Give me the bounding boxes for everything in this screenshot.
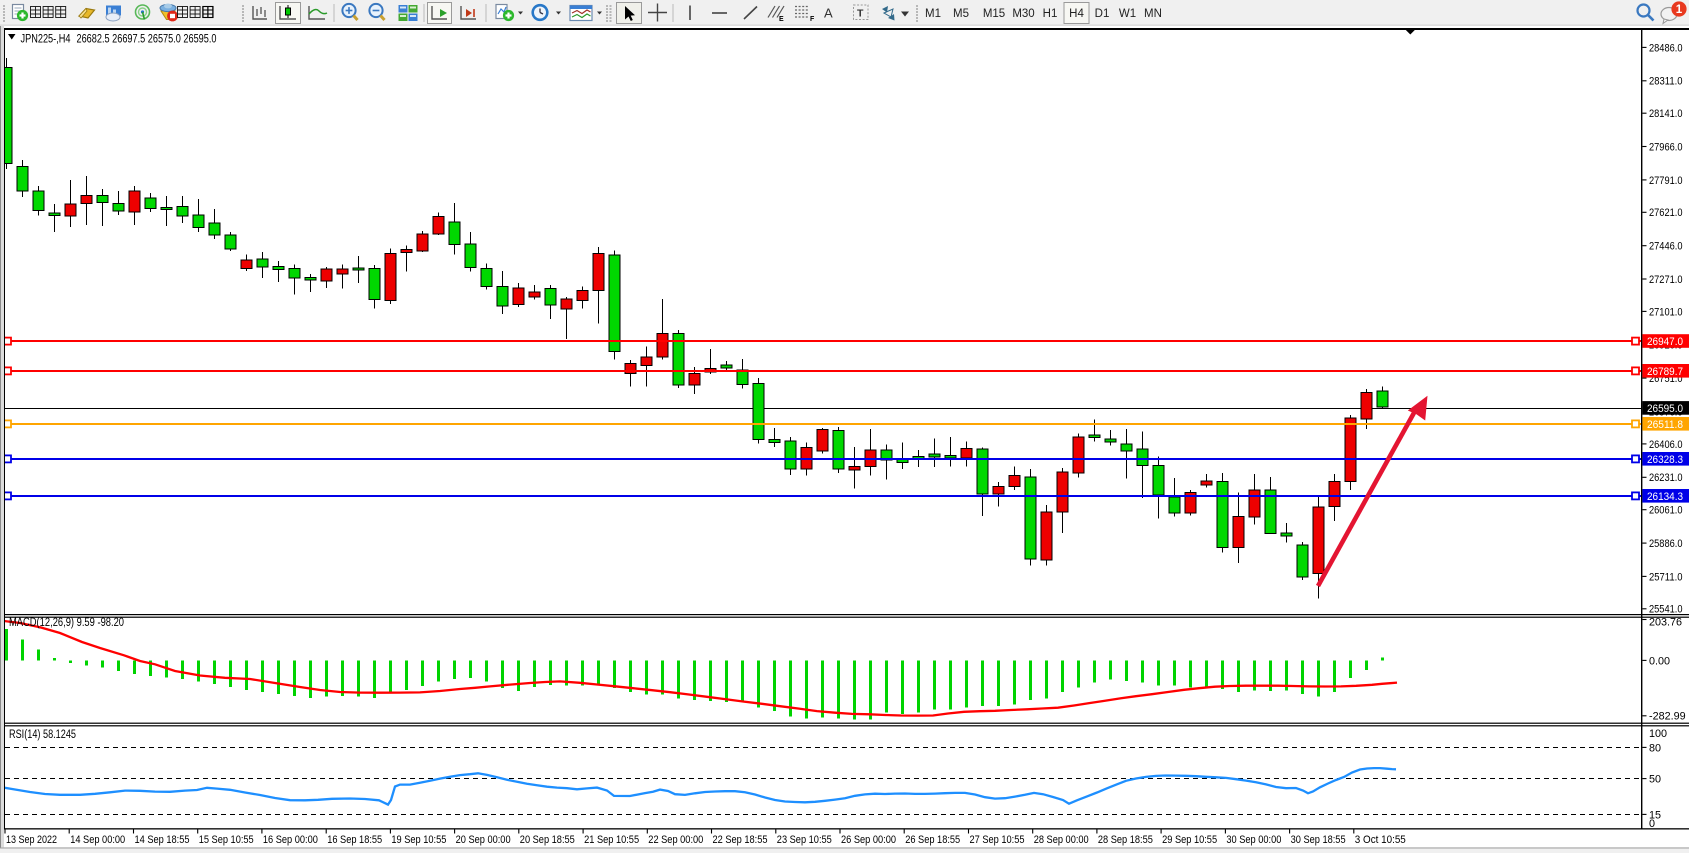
svg-text:RSI(14) 58.1245: RSI(14) 58.1245 — [9, 729, 76, 741]
svg-text:-282.99: -282.99 — [1649, 710, 1686, 722]
svg-text:MN: MN — [1144, 8, 1162, 20]
svg-text:203.76: 203.76 — [1649, 616, 1682, 628]
svg-text:28486.0: 28486.0 — [1649, 42, 1683, 54]
svg-text:14 Sep 18:55: 14 Sep 18:55 — [135, 834, 190, 846]
svg-text:15: 15 — [1649, 809, 1661, 821]
svg-text:25541.0: 25541.0 — [1649, 604, 1683, 616]
svg-text:26 Sep 00:00: 26 Sep 00:00 — [841, 834, 896, 846]
svg-text:28 Sep 18:55: 28 Sep 18:55 — [1098, 834, 1153, 846]
svg-text:16 Sep 18:55: 16 Sep 18:55 — [327, 834, 382, 846]
svg-text:27966.0: 27966.0 — [1649, 141, 1683, 153]
svg-text:50: 50 — [1649, 774, 1661, 786]
svg-text:26595.0: 26595.0 — [1647, 403, 1683, 415]
svg-text:JPN225-,H4: JPN225-,H4 — [21, 34, 71, 46]
svg-text:16 Sep 00:00: 16 Sep 00:00 — [263, 834, 318, 846]
svg-text:H1: H1 — [1043, 8, 1058, 20]
svg-text:27446.0: 27446.0 — [1649, 241, 1683, 253]
svg-text:M30: M30 — [1012, 8, 1034, 20]
svg-text:T: T — [857, 8, 864, 20]
svg-text:E: E — [779, 16, 784, 23]
svg-text:25711.0: 25711.0 — [1649, 571, 1683, 583]
svg-text:25886.0: 25886.0 — [1649, 538, 1683, 550]
svg-text:H4: H4 — [1069, 8, 1084, 20]
svg-text:D1: D1 — [1095, 8, 1110, 20]
svg-text:26231.0: 26231.0 — [1649, 472, 1683, 484]
svg-text:W1: W1 — [1119, 8, 1136, 20]
svg-text:26406.0: 26406.0 — [1649, 439, 1683, 451]
svg-text:1: 1 — [1676, 4, 1683, 16]
svg-text:27101.0: 27101.0 — [1649, 306, 1683, 318]
svg-text:28311.0: 28311.0 — [1649, 76, 1683, 88]
svg-text:30 Sep 18:55: 30 Sep 18:55 — [1291, 834, 1346, 846]
svg-text:14 Sep 00:00: 14 Sep 00:00 — [70, 834, 125, 846]
svg-text:19 Sep 10:55: 19 Sep 10:55 — [391, 834, 446, 846]
svg-text:28141.0: 28141.0 — [1649, 108, 1683, 120]
svg-text:0: 0 — [1649, 818, 1655, 830]
svg-text:27 Sep 10:55: 27 Sep 10:55 — [970, 834, 1025, 846]
svg-text:30 Sep 00:00: 30 Sep 00:00 — [1226, 834, 1281, 846]
svg-text:26947.0: 26947.0 — [1647, 336, 1683, 348]
svg-text:F: F — [810, 16, 815, 23]
svg-text:80: 80 — [1649, 742, 1661, 754]
svg-text:15 Sep 10:55: 15 Sep 10:55 — [199, 834, 254, 846]
svg-text:20 Sep 18:55: 20 Sep 18:55 — [520, 834, 575, 846]
svg-text:26511.8: 26511.8 — [1647, 419, 1683, 431]
svg-text:13 Sep 2022: 13 Sep 2022 — [6, 834, 57, 846]
svg-text:M15: M15 — [983, 8, 1005, 20]
svg-text:29 Sep 10:55: 29 Sep 10:55 — [1162, 834, 1217, 846]
svg-text:28 Sep 00:00: 28 Sep 00:00 — [1034, 834, 1089, 846]
svg-text:22 Sep 18:55: 22 Sep 18:55 — [713, 834, 768, 846]
svg-text:27271.0: 27271.0 — [1649, 274, 1683, 286]
svg-text:20 Sep 00:00: 20 Sep 00:00 — [456, 834, 511, 846]
svg-text:26 Sep 18:55: 26 Sep 18:55 — [905, 834, 960, 846]
svg-text:A: A — [824, 6, 833, 21]
svg-text:0.00: 0.00 — [1649, 655, 1670, 667]
svg-text:22 Sep 00:00: 22 Sep 00:00 — [648, 834, 703, 846]
svg-text:27791.0: 27791.0 — [1649, 175, 1683, 187]
svg-text:27621.0: 27621.0 — [1649, 207, 1683, 219]
svg-text:21 Sep 10:55: 21 Sep 10:55 — [584, 834, 639, 846]
svg-text:M1: M1 — [925, 8, 941, 20]
svg-text:26061.0: 26061.0 — [1649, 505, 1683, 517]
svg-text:23 Sep 10:55: 23 Sep 10:55 — [777, 834, 832, 846]
svg-text:26328.3: 26328.3 — [1647, 454, 1683, 466]
svg-text:M5: M5 — [953, 8, 969, 20]
svg-text:MACD(12,26,9) 9.59 -98.20: MACD(12,26,9) 9.59 -98.20 — [9, 617, 124, 629]
svg-text:26134.3: 26134.3 — [1647, 491, 1683, 503]
svg-text:3 Oct 10:55: 3 Oct 10:55 — [1355, 834, 1406, 846]
svg-text:26789.7: 26789.7 — [1647, 366, 1683, 378]
svg-text:26682.5 26697.5 26575.0 26595.: 26682.5 26697.5 26575.0 26595.0 — [77, 34, 217, 46]
svg-text:100: 100 — [1649, 728, 1667, 740]
